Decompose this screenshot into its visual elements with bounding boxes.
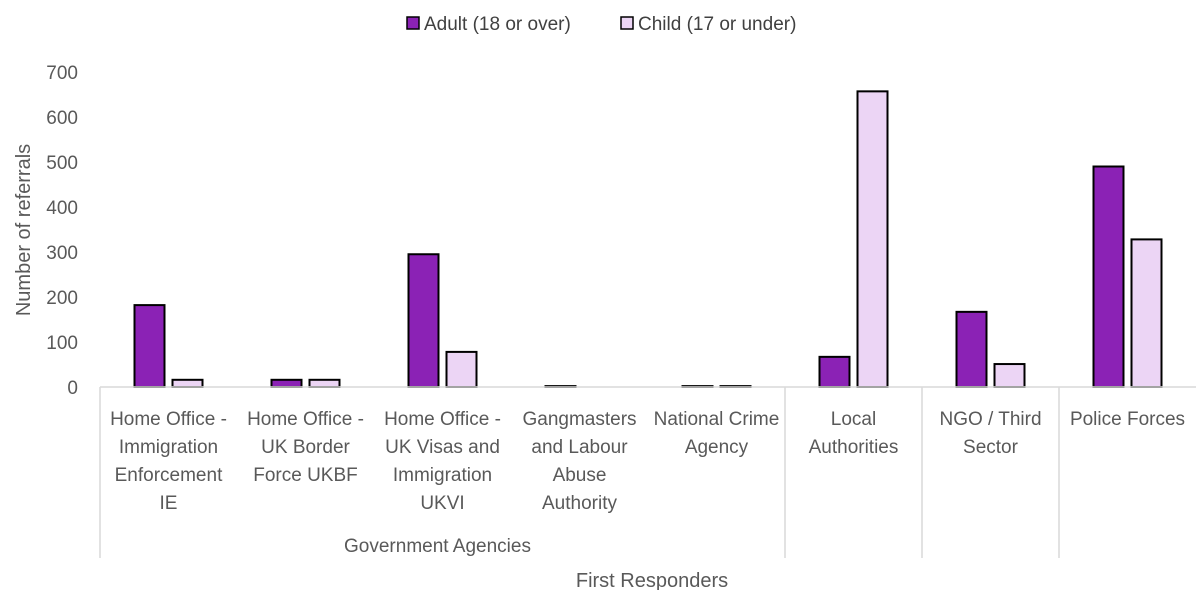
x-category-label: Home Office -UK Visas and Immigration UKVI bbox=[384, 409, 501, 514]
bar-adult bbox=[270, 378, 303, 388]
x-group-label: Government Agencies bbox=[344, 536, 531, 557]
y-axis: 0 100 200 300 400 500 600 700 bbox=[46, 63, 78, 399]
x-category-label: Police Forces bbox=[1070, 409, 1185, 430]
bar-child bbox=[171, 378, 204, 388]
y-tick-label: 100 bbox=[46, 333, 78, 354]
legend-swatch-child bbox=[620, 16, 634, 30]
bar-child bbox=[1130, 238, 1163, 388]
legend-label-child: Child (17 or under) bbox=[638, 14, 796, 35]
y-tick-label: 400 bbox=[46, 198, 78, 219]
bars bbox=[133, 90, 1163, 389]
x-category-label: Home Office -Immigration Enforcement IE bbox=[110, 409, 227, 514]
x-axis: Home Office -Immigration Enforcement IE Hom… bbox=[99, 386, 1196, 558]
bar-adult bbox=[407, 253, 440, 388]
legend-label-adult: Adult (18 or over) bbox=[424, 14, 571, 35]
legend-swatch-adult bbox=[406, 16, 420, 30]
bar-child bbox=[856, 90, 889, 388]
y-tick-label: 200 bbox=[46, 288, 78, 309]
x-category-label: Local Authorities bbox=[809, 409, 899, 458]
bar-adult bbox=[133, 304, 166, 389]
y-tick-label: 300 bbox=[46, 243, 78, 264]
x-category-label: National Crime Agency bbox=[654, 409, 780, 458]
y-axis-title: Number of referrals bbox=[13, 144, 35, 316]
bar-adult bbox=[1092, 165, 1125, 388]
x-category-label: Gangmasters and Labour Abuse Authority bbox=[522, 409, 636, 514]
bar-child bbox=[308, 378, 341, 388]
x-category-label: NGO / Third Sector bbox=[939, 409, 1041, 458]
bar-child bbox=[993, 363, 1026, 388]
bar-adult bbox=[955, 310, 988, 389]
bar-child bbox=[445, 350, 478, 388]
y-tick-label: 500 bbox=[46, 153, 78, 174]
legend: Adult (18 or over) Child (17 or under) bbox=[406, 14, 796, 35]
y-tick-label: 700 bbox=[46, 63, 78, 84]
bar-adult bbox=[818, 355, 851, 389]
x-category-label: Home Office -UK Border Force UKBF bbox=[247, 409, 364, 486]
x-axis-title: First Responders bbox=[576, 570, 728, 590]
y-tick-label: 600 bbox=[46, 108, 78, 129]
y-tick-label: 0 bbox=[67, 378, 78, 399]
